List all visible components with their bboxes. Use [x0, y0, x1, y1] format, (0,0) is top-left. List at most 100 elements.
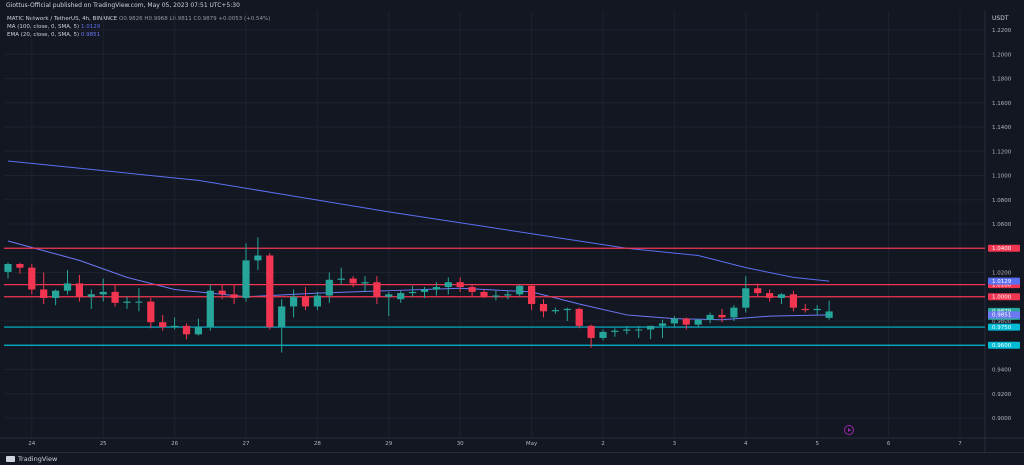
price-tick-label: 0.9400 — [992, 368, 1012, 374]
indicator-lines — [7, 160, 830, 321]
candle-body — [658, 323, 667, 326]
candle-body — [492, 295, 500, 297]
candle-body — [718, 314, 726, 318]
candle-body — [813, 308, 821, 311]
candle-body — [789, 294, 797, 308]
candle-body — [52, 290, 60, 298]
candle-body — [647, 325, 655, 330]
candle-body — [337, 278, 345, 280]
candle-body — [599, 331, 607, 338]
candle-body — [528, 285, 536, 305]
price-tag — [988, 341, 1020, 349]
time-tick-label: 26 — [171, 441, 178, 447]
candle-body — [670, 318, 678, 324]
price-tick-label: 1.1800 — [992, 77, 1012, 83]
candle-body — [480, 291, 488, 297]
candle-body — [99, 291, 107, 295]
candle-body — [135, 301, 143, 303]
candles — [4, 237, 833, 353]
tradingview-logo-icon — [6, 456, 15, 462]
tradingview-logo-text: TradingView — [18, 455, 58, 463]
candle-body — [171, 325, 179, 328]
candle-body — [766, 293, 774, 298]
footer-bar: TradingView — [0, 452, 1024, 465]
candle-body — [266, 255, 274, 328]
candle-body — [539, 304, 548, 312]
time-tick-label: 30 — [457, 441, 464, 447]
price-tick-label: 1.2000 — [992, 52, 1012, 58]
candle-body — [742, 288, 750, 308]
candle-body — [563, 308, 571, 311]
candle-body — [682, 318, 690, 325]
price-tag — [988, 277, 1020, 285]
price-tick-label: 0.9200 — [992, 392, 1012, 398]
price-tag-label: 0.9851 — [992, 313, 1011, 319]
candle-body — [706, 314, 714, 320]
candle-body — [206, 290, 214, 328]
candle-body — [397, 293, 405, 300]
price-tag-label: 0.9600 — [992, 343, 1012, 349]
time-tick-label: 29 — [385, 441, 392, 447]
candle-body — [242, 260, 250, 298]
price-tick-label: 1.2200 — [992, 28, 1012, 34]
legend-ohlc: O0.9826 H0.9968 L0.9811 C0.9879 +0.0053 … — [119, 16, 271, 22]
legend-ema-row[interactable]: EMA (20, close, 0, SMA, 5) 0.9851 — [7, 31, 270, 39]
time-tick-label: 27 — [243, 441, 250, 447]
candle-body — [278, 306, 286, 328]
candle-body — [349, 278, 357, 284]
price-tag-label: 1.0129 — [992, 279, 1012, 285]
replay-icon[interactable] — [844, 425, 854, 435]
time-tick-label: 7 — [958, 441, 962, 447]
legend-ma-row[interactable]: MA (100, close, 0, SMA, 5) 1.0129 — [7, 23, 270, 31]
candle-body — [825, 311, 833, 318]
price-tick-label: 1.0800 — [992, 198, 1012, 204]
price-tick-label: 1.1400 — [992, 125, 1012, 131]
price-tag-label: 1.0400 — [992, 246, 1012, 252]
candle-body — [409, 291, 417, 294]
candle-body — [694, 319, 702, 325]
candle-body — [4, 264, 12, 272]
candle-body — [432, 287, 440, 290]
price-tick-label: 0.9000 — [992, 416, 1012, 422]
price-axis: 1.2200 1.2000 1.1800 1.1600 1.1400 1.1200 1.10… — [992, 28, 1012, 422]
candle-body — [147, 301, 155, 323]
price-tick-label: 1.1600 — [992, 101, 1012, 107]
legend-symbol-row: MATIC Network / TetherUS, 4h, BINANCE O0… — [7, 15, 270, 23]
price-tag — [988, 311, 1020, 319]
time-tick-label: 4 — [744, 441, 748, 447]
candle-body — [385, 294, 393, 297]
chart-legend: MATIC Network / TetherUS, 4h, BINANCE O0… — [7, 15, 270, 40]
candle-body — [87, 294, 95, 297]
candle-body — [218, 290, 226, 295]
candle-body — [28, 267, 36, 290]
candle-body — [325, 279, 333, 296]
price-tick-label: 1.0200 — [992, 271, 1012, 277]
legend-ma-value: 1.0129 — [80, 24, 101, 31]
price-chart[interactable]: 1.2200 1.2000 1.1800 1.1600 1.1400 1.1200 1.10… — [0, 0, 1024, 452]
tradingview-logo[interactable]: TradingView — [6, 455, 57, 463]
price-tick-label: 1.0600 — [992, 222, 1012, 228]
candle-body — [575, 308, 583, 326]
candle-body — [159, 322, 167, 328]
legend-symbol: MATIC Network / TetherUS, 4h, BINANCE — [7, 16, 118, 22]
ema-20-line — [7, 240, 830, 321]
candle-body — [444, 282, 452, 288]
candle-body — [456, 282, 464, 288]
price-tick-label: 0.9800 — [992, 319, 1012, 325]
candle-body — [516, 285, 524, 295]
candle-body — [551, 310, 559, 312]
time-tick-label: 2 — [601, 441, 605, 447]
time-tick-label: 6 — [887, 441, 891, 447]
time-tick-label: 5 — [815, 441, 819, 447]
candle-body — [16, 264, 24, 268]
price-tag — [988, 323, 1020, 331]
chart-grid — [0, 11, 1024, 452]
time-tick-label: 25 — [100, 441, 107, 447]
currency-label: USDT — [992, 15, 1009, 22]
price-tag-label: 0.9750 — [992, 325, 1012, 331]
candle-body — [623, 329, 631, 331]
time-tick-label: May — [526, 441, 538, 447]
time-tick-label: 28 — [314, 441, 321, 447]
candle-body — [587, 325, 595, 338]
legend-ma: MA (100, close, 0, SMA, 5) — [7, 24, 80, 31]
